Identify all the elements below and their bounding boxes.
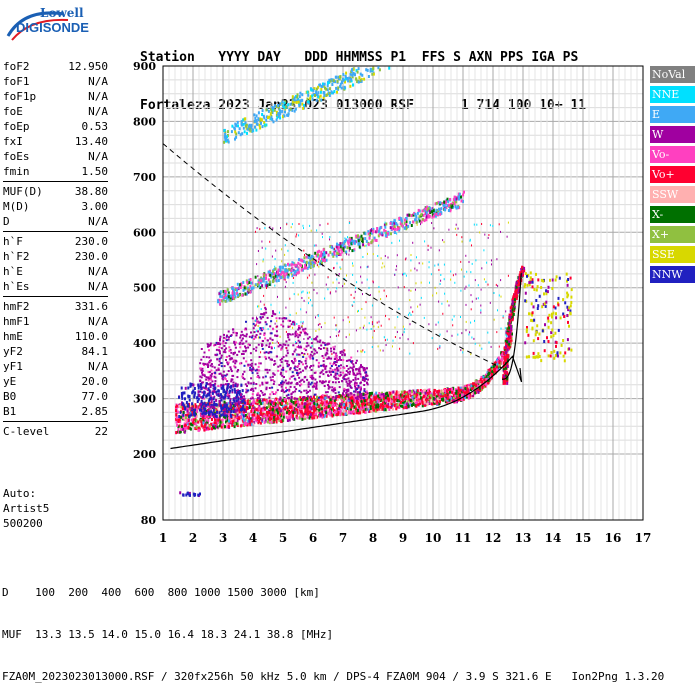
legend-item-nnw: NNW [650,266,695,283]
y-tick-label: 600 [133,226,156,239]
footer-file: FZA0M_2023023013000.RSF / 320fx256h 50 k… [2,670,664,684]
y-tick-label: 300 [133,393,156,406]
x-tick-label: 8 [369,531,377,545]
footer-muf: MUF 13.3 13.5 14.0 15.0 16.4 18.3 24.1 3… [2,628,664,642]
y-tick-label: 800 [133,115,156,128]
y-tick-label: 700 [133,171,156,184]
legend-item-w: W [650,126,695,143]
x-tick-label: 14 [545,531,562,545]
y-tick-label: 200 [133,448,156,461]
x-tick-label: 1 [159,531,167,545]
legend-item-x: X+ [650,226,695,243]
x-tick-label: 5 [279,531,287,545]
x-tick-label: 13 [515,531,532,545]
x-tick-label: 10 [425,531,442,545]
x-tick-label: 16 [605,531,622,545]
x-tick-label: 15 [575,531,592,545]
x-tick-label: 11 [455,531,472,545]
y-tick-label: 900 [133,60,156,73]
legend-item-vo: Vo- [650,146,695,163]
x-tick-label: 17 [635,531,652,545]
x-tick-label: 2 [189,531,197,545]
legend-item-x: X- [650,206,695,223]
footer-distance: D 100 200 400 600 800 1000 1500 3000 [km… [2,586,664,600]
legend-item-vo: Vo+ [650,166,695,183]
footer-info: D 100 200 400 600 800 1000 1500 3000 [km… [2,558,664,698]
x-tick-label: 3 [219,531,227,545]
legend-item-noval: NoVal [650,66,695,83]
legend-item-ssw: SSW [650,186,695,203]
y-axis-labels: 80 200 300 400 500 600 700 800 900 [133,60,156,527]
x-tick-label: 7 [339,531,347,545]
legend-item-sse: SSE [650,246,695,263]
y-tick-label: 500 [133,282,156,295]
y-tick-label: 400 [133,337,156,350]
y-tick-label: 80 [141,514,157,527]
x-tick-label: 12 [485,531,502,545]
x-tick-label: 6 [309,531,317,545]
x-tick-label: 4 [249,531,257,545]
legend-item-nne: NNE [650,86,695,103]
legend-item-e: E [650,106,695,123]
x-tick-label: 9 [399,531,407,545]
